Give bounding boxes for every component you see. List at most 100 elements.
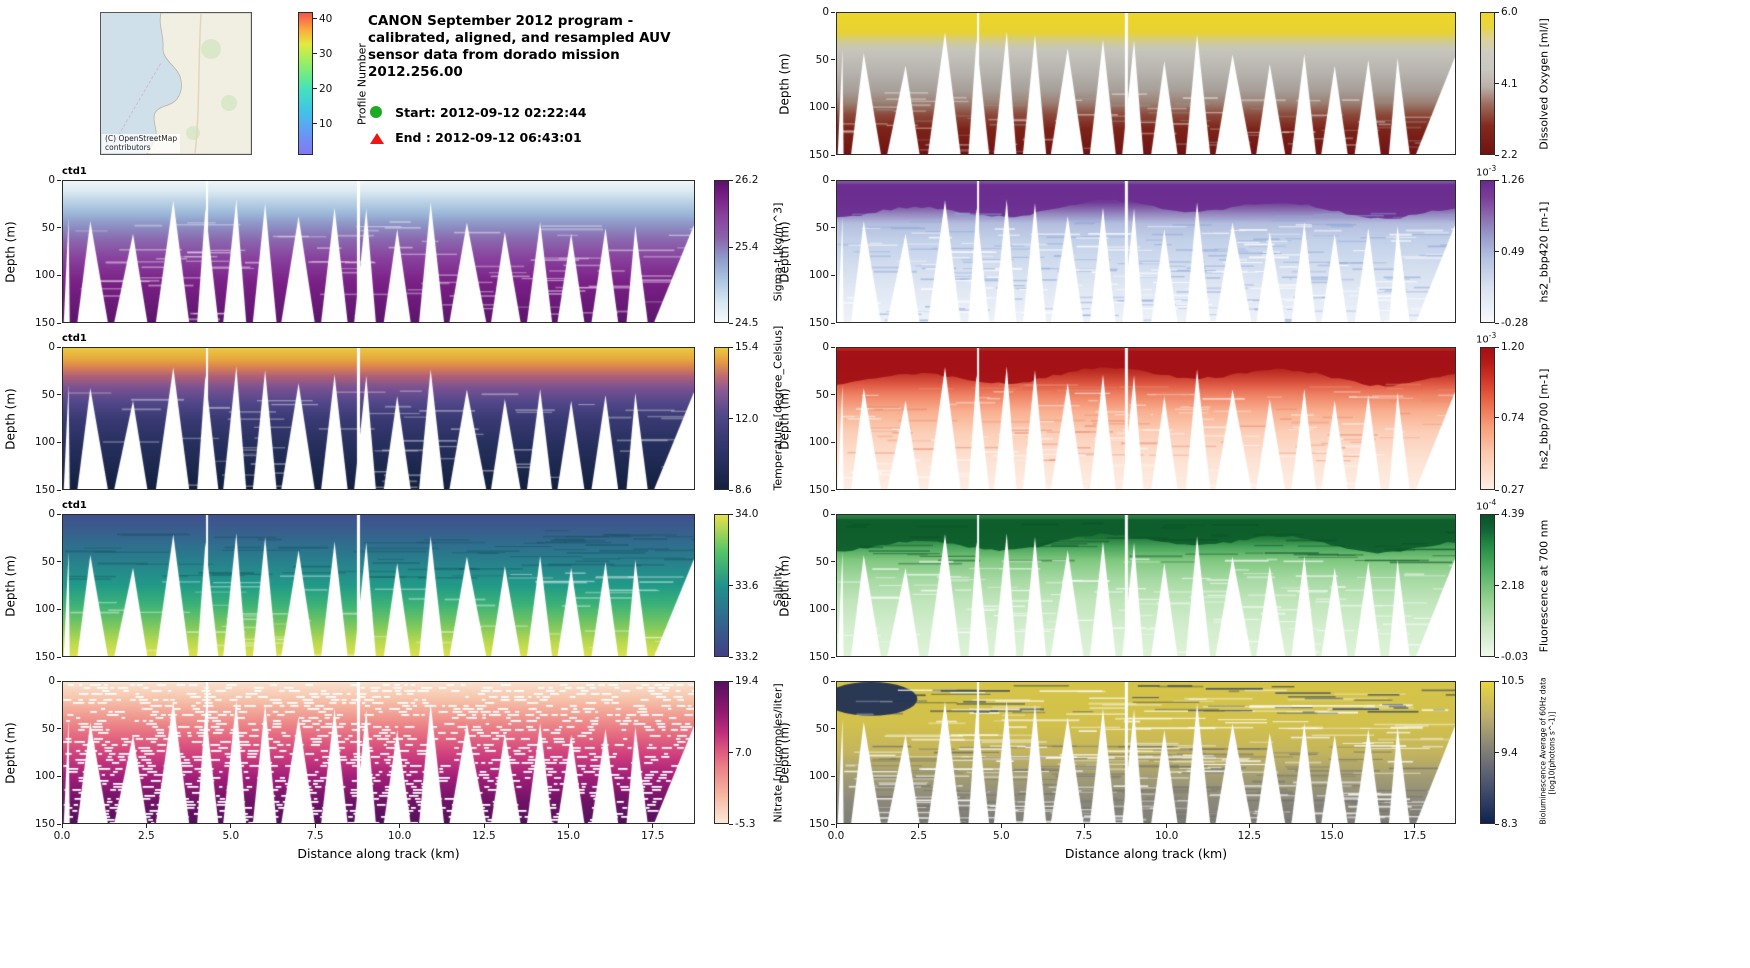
x-tick [1166, 824, 1168, 828]
legend-start-row: Start: 2012-09-12 02:22:44 [370, 102, 587, 120]
y-tick [57, 513, 61, 515]
colorbar-tick [1495, 752, 1499, 753]
colorbar-tick-label: 10 [319, 117, 333, 130]
colorbar [1480, 12, 1495, 155]
colorbar-label: Profile Number [355, 42, 368, 125]
map-attribution-line2: contributors [105, 142, 151, 152]
map-inset: (C) OpenStreetMap contributors [100, 12, 252, 155]
colorbar-tick-label: 1.20 [1501, 341, 1525, 353]
colorbar [714, 347, 729, 490]
colorbar-label: Bioluminescence Average of 60Hz data [log… [1538, 676, 1556, 824]
x-tick-label: 12.5 [1237, 830, 1262, 842]
y-axis-label: Depth (m) [3, 220, 17, 283]
panel-canvas-hs2_bbp420 [837, 181, 1455, 322]
colorbar-tick-label: 6.0 [1501, 6, 1518, 18]
instrument-label: ctd1 [62, 333, 87, 344]
x-tick-label: 2.5 [138, 830, 155, 842]
colorbar-tick [313, 88, 317, 90]
colorbar-tick [729, 489, 733, 491]
y-tick-label: 0 [822, 508, 829, 520]
x-axis-label: Distance along track (km) [1064, 846, 1228, 861]
colorbar-tick-label: 20 [319, 82, 333, 95]
y-tick-label: 50 [815, 53, 829, 66]
y-axis-label: Depth (m) [777, 554, 791, 617]
start-marker-icon [370, 106, 382, 118]
panel-canvas-fluorescence [837, 515, 1455, 656]
colorbar-tick [1495, 154, 1499, 156]
legend-end-row: End : 2012-09-12 06:43:01 [370, 127, 582, 145]
y-tick-label: 100 [34, 603, 55, 616]
panel-canvas-bioluminescence [837, 682, 1455, 823]
map-park [201, 39, 221, 59]
colorbar-tick-label: 2.18 [1501, 579, 1525, 592]
colorbar-tick [1495, 656, 1499, 658]
colorbar-exponent: 10-4 [1476, 498, 1497, 513]
colorbar-tick-label: 9.4 [1501, 746, 1518, 759]
x-tick [61, 824, 63, 828]
y-tick [57, 775, 61, 777]
colorbar-tick-label: 1.26 [1501, 174, 1525, 186]
y-tick-label: 0 [822, 675, 829, 687]
colorbar-tick-label: -5.3 [735, 818, 756, 830]
title-line-2: calibrated, aligned, and resampled AUV [368, 30, 671, 46]
y-tick [831, 106, 835, 108]
colorbar-label: Fluorescence at 700 nm [1537, 519, 1550, 652]
colorbar-tick [313, 53, 317, 55]
colorbar-exponent: 10-3 [1476, 331, 1497, 346]
colorbar-tick [729, 246, 733, 248]
colorbar-tick [313, 18, 317, 20]
x-tick [1331, 824, 1333, 828]
colorbar-tick [1495, 83, 1499, 84]
map-attribution-line1: (C) OpenStreetMap [105, 134, 178, 143]
y-tick-label: 100 [808, 436, 829, 449]
colorbar-tick-label: 0.74 [1501, 411, 1525, 424]
y-tick-label: 150 [808, 484, 829, 496]
colorbar-tick-label: 8.3 [1501, 818, 1518, 830]
colorbar-tick-label: 12.0 [735, 412, 759, 425]
y-tick [831, 656, 835, 658]
y-tick-label: 50 [41, 388, 55, 401]
y-tick [57, 728, 61, 730]
title-line-3: sensor data from dorado mission [368, 47, 620, 63]
x-tick [483, 824, 485, 828]
x-tick-label: 10.0 [1154, 830, 1179, 842]
colorbar-tick [729, 585, 733, 586]
y-axis-label: Depth (m) [777, 52, 791, 115]
colorbar-tick [1495, 585, 1499, 586]
colorbar-tick-label: 33.6 [735, 579, 759, 592]
title-line-4: 2012.256.00 [368, 64, 463, 80]
map-graphic [101, 12, 252, 155]
colorbar-tick-label: 19.4 [735, 675, 759, 687]
panel-canvas-dissolved_oxygen [837, 13, 1455, 154]
colorbar-tick-label: 40 [319, 12, 333, 25]
colorbar-tick [729, 656, 733, 658]
colorbar-tick [729, 179, 733, 181]
x-tick [652, 824, 654, 828]
legend-start-label: Start: 2012-09-12 02:22:44 [395, 105, 587, 120]
y-tick-label: 150 [34, 818, 55, 830]
y-tick-label: 150 [808, 651, 829, 663]
colorbar-tick [729, 346, 733, 348]
y-tick-label: 150 [34, 651, 55, 663]
y-tick [57, 227, 61, 229]
colorbar-tick-label: 2.2 [1501, 149, 1518, 161]
y-tick-label: 150 [808, 317, 829, 329]
y-tick-label: 50 [815, 722, 829, 735]
colorbar [1480, 681, 1495, 824]
x-tick [567, 824, 569, 828]
colorbar-tick [1495, 489, 1499, 491]
y-tick-label: 0 [48, 341, 55, 353]
colorbar-tick-label: 25.4 [735, 241, 759, 254]
x-tick-label: 15.0 [1320, 830, 1344, 842]
y-tick [57, 346, 61, 348]
x-tick [1083, 824, 1085, 828]
colorbar-tick [729, 680, 733, 682]
y-tick-label: 0 [822, 174, 829, 186]
y-tick-label: 0 [48, 174, 55, 186]
colorbar-tick-label: -0.28 [1501, 317, 1529, 329]
x-tick-label: 15.0 [556, 830, 581, 842]
legend-end-label: End : 2012-09-12 06:43:01 [395, 130, 582, 145]
colorbar-tick [729, 418, 733, 419]
colorbar-tick-label: 30 [319, 47, 333, 60]
